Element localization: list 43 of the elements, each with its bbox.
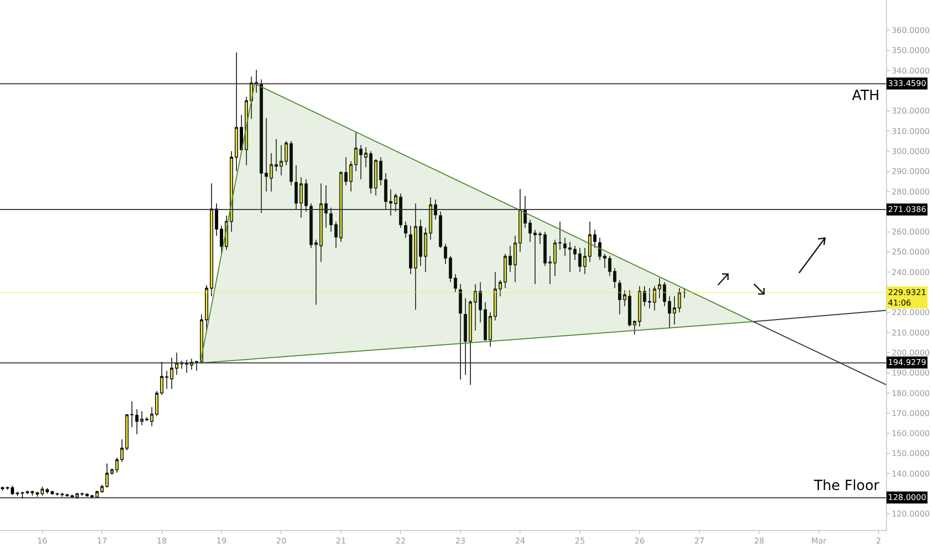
x-tick-label: 27 xyxy=(694,536,704,546)
y-tick-label: 210.0000 xyxy=(892,328,930,338)
y-tick-label: 220.0000 xyxy=(892,308,930,318)
y-tick-label: 160.0000 xyxy=(892,429,930,438)
y-tick-label: 150.0000 xyxy=(892,449,930,458)
y-tick-label: 320.0000 xyxy=(892,106,930,116)
text: 128.0000 xyxy=(888,493,926,502)
y-tick-label: 180.0000 xyxy=(892,388,930,398)
y-tick-label: 300.0000 xyxy=(892,146,930,156)
y-tick-label: 310.0000 xyxy=(892,126,930,136)
y-tick-label: 140.0000 xyxy=(892,469,930,478)
y-tick-label: 170.0000 xyxy=(892,408,930,418)
x-tick-label: 18 xyxy=(156,536,167,546)
x-tick-label: 21 xyxy=(336,536,346,546)
y-tick-label: 190.0000 xyxy=(892,368,930,378)
x-tick-label: 17 xyxy=(96,536,108,546)
x-tick-label: 20 xyxy=(276,536,286,546)
x-tick-label: 25 xyxy=(574,536,585,546)
y-tick-label: 200.0000 xyxy=(892,348,930,358)
y-tick-label: 350.0000 xyxy=(892,46,930,56)
y-tick-label: 290.0000 xyxy=(892,167,930,176)
y-tick-label: 120.0000 xyxy=(892,510,930,519)
y-tick-label: 240.0000 xyxy=(892,268,930,277)
y-tick-label: 260.0000 xyxy=(892,228,930,237)
x-tick-label: 23 xyxy=(455,536,466,546)
x-tick-label: Mar xyxy=(811,536,828,546)
x-tick-label: 16 xyxy=(37,536,48,546)
x-tick-label: 26 xyxy=(634,536,645,546)
x-tick-label: 24 xyxy=(515,536,526,546)
text: 271.0386 xyxy=(888,205,926,214)
y-tick-label: 250.0000 xyxy=(892,248,930,257)
text: 229.9321 41:06 xyxy=(888,288,926,308)
x-tick-label: 19 xyxy=(216,536,227,546)
y-tick-label: 360.0000 xyxy=(892,26,930,36)
y-tick-label: 280.0000 xyxy=(892,187,930,196)
x-tick-label: 2 xyxy=(876,536,882,546)
ref-line-label: The Floor xyxy=(813,478,880,494)
text: 333.4590 xyxy=(888,79,926,88)
ref-line-label: ATH xyxy=(852,88,880,104)
y-tick-label: 340.0000 xyxy=(892,66,930,76)
x-tick-label: 28 xyxy=(754,536,764,546)
x-tick-label: 22 xyxy=(396,536,406,546)
text: 194.9279 xyxy=(888,358,926,367)
